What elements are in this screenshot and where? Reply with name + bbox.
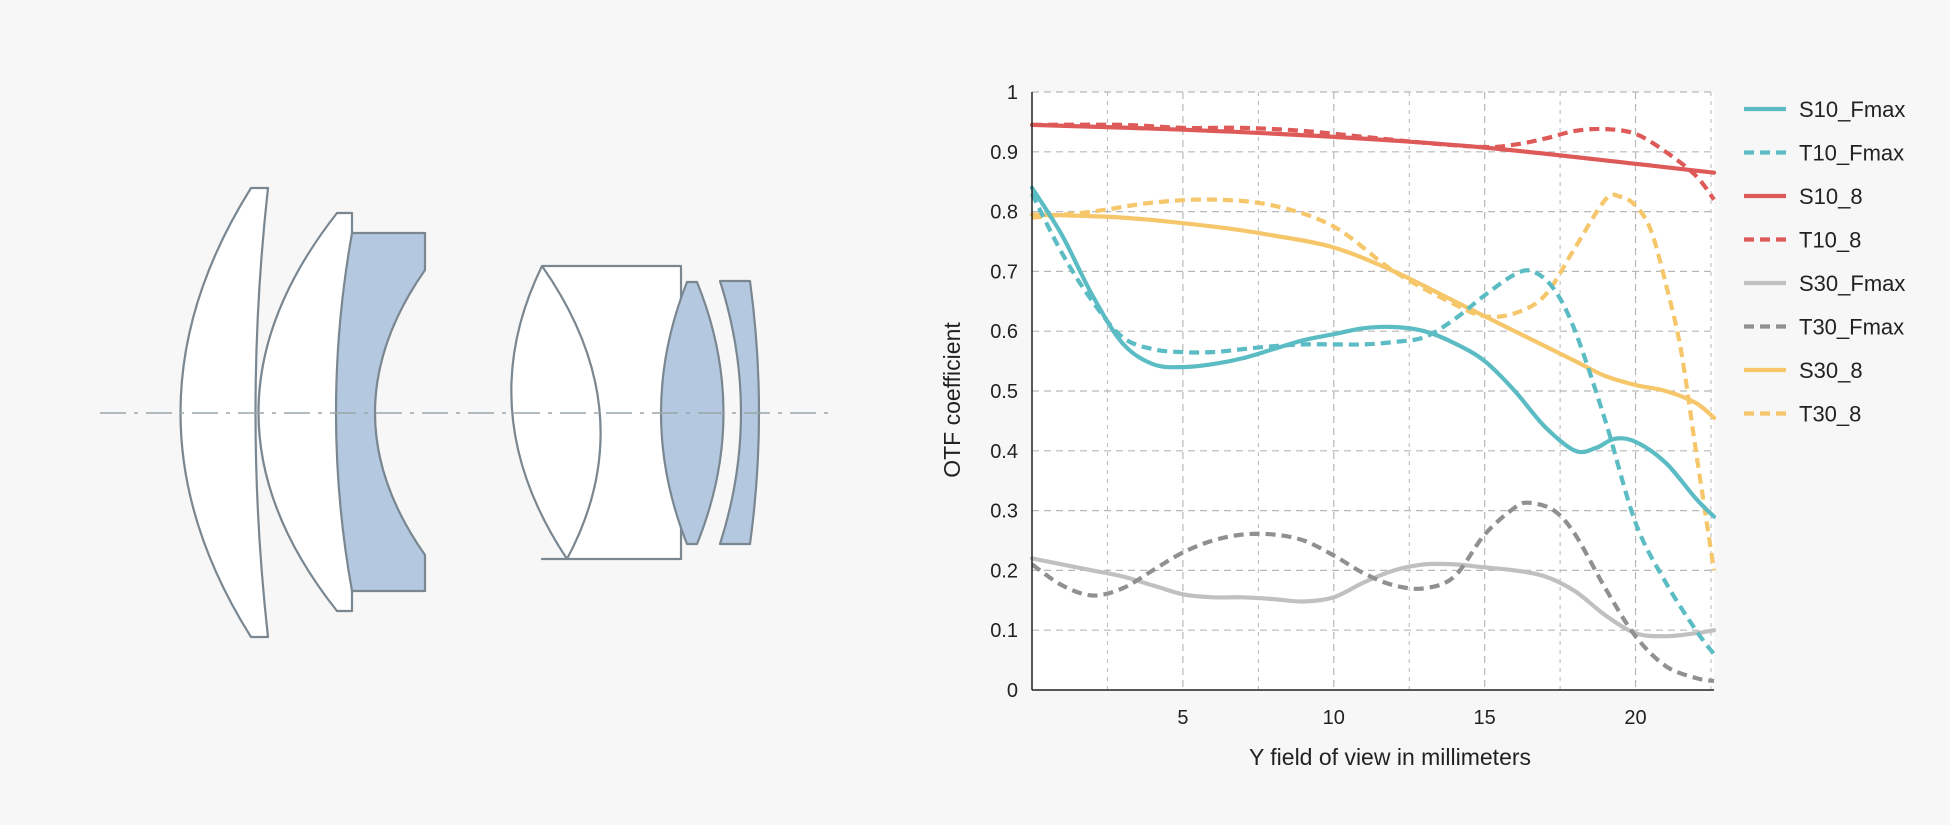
legend-item-s10-8: S10_8 — [1744, 184, 1863, 209]
legend-item-t10-fmax: T10_Fmax — [1744, 141, 1904, 166]
series-line-t30-fmax — [1030, 500, 1715, 684]
y-tick-label: 1 — [1007, 82, 1018, 104]
y-tick-label: 0.4 — [990, 441, 1018, 463]
lens-element-3 — [334, 231, 427, 593]
grid-lines — [1032, 91, 1714, 690]
y-tick-label: 0 — [1007, 680, 1018, 702]
tick-labels: 00.10.20.30.40.50.60.70.80.915 10 15 20 — [990, 82, 1646, 729]
lens-diagram — [100, 186, 835, 639]
x-tick-label: 10 — [1323, 707, 1345, 729]
x-axis-label: Y field of view in millimeters — [1249, 744, 1531, 770]
lens-element-1 — [179, 186, 270, 639]
lens-element-5 — [659, 280, 725, 546]
series-lines — [1029, 122, 1717, 684]
x-tick-label: 5 — [1177, 707, 1188, 729]
legend-item-t30-8: T30_8 — [1744, 402, 1861, 427]
legend-item-t30-fmax: T30_Fmax — [1744, 315, 1904, 340]
series-line-t10-fmax — [1030, 192, 1716, 656]
legend-label: T30_8 — [1799, 402, 1861, 427]
legend-item-s10-fmax: S10_Fmax — [1744, 97, 1905, 122]
y-tick-label: 0.2 — [990, 560, 1018, 582]
y-tick-label: 0.9 — [990, 142, 1018, 164]
series-line-t30-8 — [1031, 192, 1717, 571]
y-tick-label: 0.5 — [990, 381, 1018, 403]
legend-label: T10_8 — [1799, 228, 1861, 253]
legend: S10_Fmax T10_Fmax S10_8 T10_8 S30_Fmax T30_Fm… — [1744, 97, 1905, 427]
legend-label: S10_8 — [1799, 184, 1863, 209]
otf-chart: 00.10.20.30.40.50.60.70.80.915 10 15 20 Y f… — [939, 82, 1905, 770]
legend-item-t10-8: T10_8 — [1744, 228, 1861, 253]
legend-label: T30_Fmax — [1799, 315, 1904, 340]
series-line-s10-fmax — [1029, 185, 1717, 519]
x-tick-label: 20 — [1624, 707, 1646, 729]
y-tick-label: 0.3 — [990, 501, 1018, 523]
lens-element-6 — [718, 279, 761, 546]
legend-item-s30-fmax: S30_Fmax — [1744, 271, 1905, 296]
legend-item-s30-8: S30_8 — [1744, 358, 1863, 383]
legend-label: S30_8 — [1799, 358, 1863, 383]
y-tick-label: 0.7 — [990, 261, 1018, 283]
legend-label: S30_Fmax — [1799, 271, 1905, 296]
y-tick-label: 0.1 — [990, 620, 1018, 642]
y-tick-label: 0.6 — [990, 321, 1018, 343]
axes — [1031, 92, 1714, 691]
series-line-t10-8 — [1031, 122, 1716, 201]
x-tick-label: 15 — [1474, 707, 1496, 729]
y-axis-label: OTF coefficient — [939, 322, 965, 478]
legend-label: T10_Fmax — [1799, 141, 1904, 166]
lens-element-4-inner-curve — [541, 265, 602, 560]
lens-element-2 — [257, 211, 354, 613]
legend-label: S10_Fmax — [1799, 97, 1905, 122]
series-line-s30-fmax — [1029, 556, 1717, 639]
y-tick-label: 0.8 — [990, 202, 1018, 224]
